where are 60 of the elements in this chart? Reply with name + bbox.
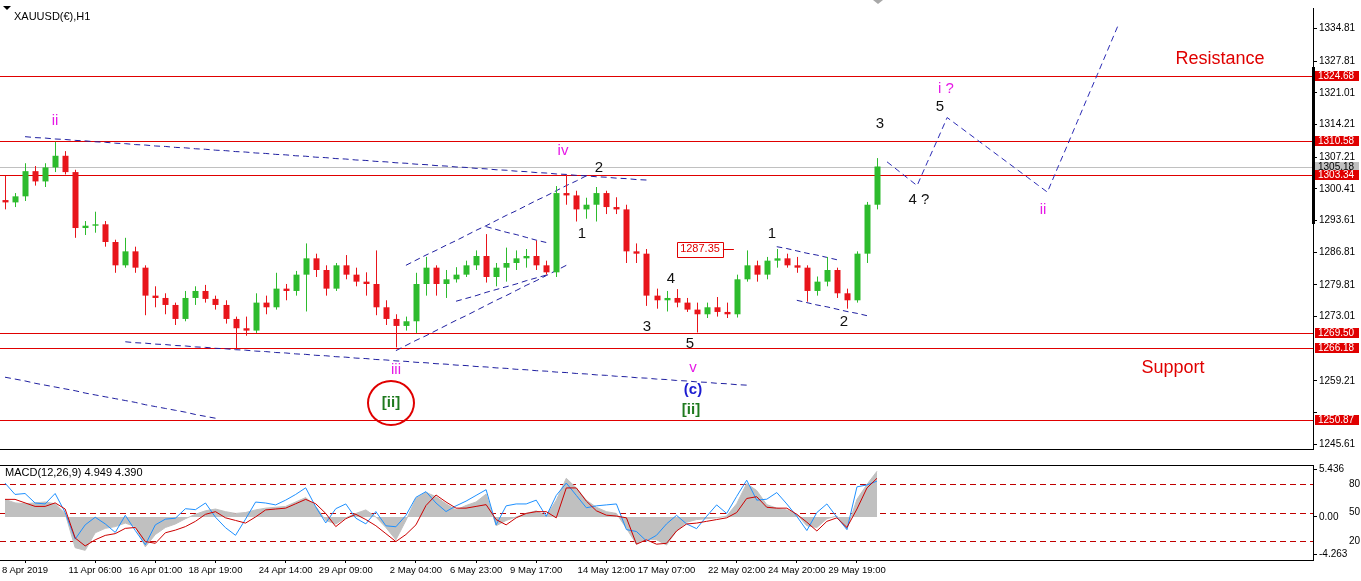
ref-line-label: 1310.58 <box>1318 135 1355 147</box>
y-tick-label: 1334.81 <box>1319 22 1356 34</box>
annotation: 4 <box>666 269 676 287</box>
x-tick-label: 6 May 23:00 <box>449 564 503 576</box>
y-tick-label: 1314.21 <box>1319 118 1356 130</box>
ref-line-label: 1250.87 <box>1318 414 1355 426</box>
x-tick-label: 14 May 12:00 <box>577 564 636 576</box>
annotation: iv <box>557 141 569 159</box>
chart-title: XAUUSD(€),H1 <box>14 10 91 23</box>
x-tick-label: 18 Apr 19:00 <box>188 564 243 576</box>
x-tick-label: 24 Apr 14:00 <box>258 564 313 576</box>
x-tick-label: 17 May 07:00 <box>637 564 696 576</box>
ref-line-label: 1269.50 <box>1318 327 1355 339</box>
y-tick-label: 1327.81 <box>1319 54 1356 66</box>
x-tick-label: 9 May 17:00 <box>510 564 563 576</box>
annotation: Resistance <box>1175 47 1265 68</box>
y-tick-label: 1293.61 <box>1319 214 1356 226</box>
y-tick-label: 1286.81 <box>1319 245 1356 257</box>
annotation: v <box>689 358 698 376</box>
x-tick-label: 2 May 04:00 <box>389 564 443 576</box>
annotation: [ii] <box>381 393 401 411</box>
y-tick-label: 1300.41 <box>1319 182 1356 194</box>
annotation: (c) <box>683 380 703 398</box>
annotation: 2 <box>594 158 604 176</box>
annotation: [ii] <box>681 400 701 418</box>
y-tick-label: -4.263 <box>1319 548 1348 560</box>
y-tick-label: 1321.01 <box>1319 86 1356 98</box>
annotation: i ? <box>938 79 954 97</box>
annotation: 2 <box>839 312 849 330</box>
x-tick-label: 24 May 20:00 <box>768 564 826 576</box>
annotation: 3 <box>875 114 885 132</box>
x-tick-label: 22 May 02:00 <box>707 564 766 576</box>
y2-tick-label: 20 <box>1349 534 1361 546</box>
annotation: ii <box>51 111 59 129</box>
annotation: 3 <box>642 317 652 335</box>
annotation: ii <box>1039 200 1047 218</box>
x-tick-label: 16 Apr 01:00 <box>128 564 183 576</box>
annotation: 1 <box>577 224 587 242</box>
y2-tick-label: 50 <box>1349 506 1361 518</box>
x-tick-label: 29 May 19:00 <box>828 564 886 576</box>
annotation: 4 ? <box>908 190 930 208</box>
annotation: 1 <box>767 224 777 242</box>
annotation: 1287.35 <box>680 242 720 255</box>
annotation: Support <box>1141 356 1205 377</box>
y-tick-label: 1307.21 <box>1319 150 1356 162</box>
y-tick-label: 5.436 <box>1319 462 1345 474</box>
ref-line-label: 1324.68 <box>1318 70 1355 82</box>
y-tick-label: 1245.61 <box>1319 438 1356 450</box>
annotation: 5 <box>935 97 945 115</box>
x-tick-label: 11 Apr 06:00 <box>68 564 122 576</box>
annotation: 5 <box>685 334 695 352</box>
x-tick-label: 29 Apr 09:00 <box>318 564 373 576</box>
x-tick-label: 8 Apr 2019 <box>2 564 49 576</box>
y2-tick-label: 80 <box>1349 477 1361 489</box>
y-tick-label: 1259.21 <box>1319 374 1356 386</box>
annotation: iii <box>391 360 401 378</box>
ref-line-label: 1266.18 <box>1318 342 1355 354</box>
y-tick-label: 1273.01 <box>1319 310 1356 322</box>
y-tick-label: 1279.81 <box>1319 278 1356 290</box>
y-tick-label: 0.00 <box>1319 510 1339 522</box>
